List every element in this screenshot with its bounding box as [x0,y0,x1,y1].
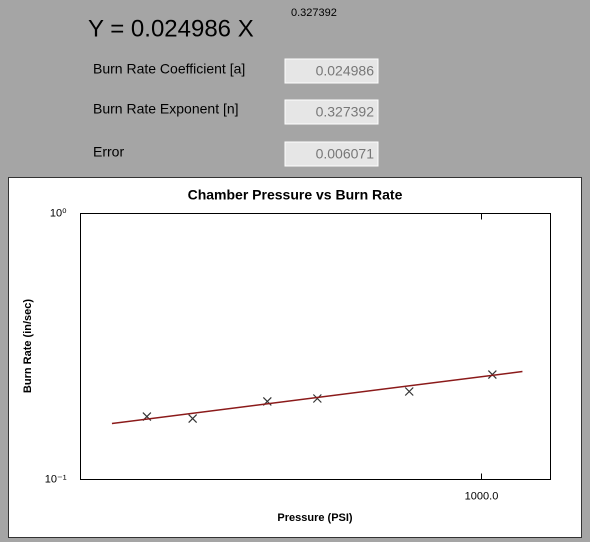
field-label: Error [93,144,124,160]
field-box[interactable] [284,141,379,167]
field-value: 0.024986 [316,63,375,79]
plot-area [80,213,551,480]
x-tick-label: 1000.0 [465,490,499,502]
field-box[interactable] [284,99,379,125]
data-point [188,414,198,423]
field-label: Burn Rate Exponent [n] [93,101,239,117]
field-label: Burn Rate Coefficient [a] [93,61,245,77]
y-tick-label: 10⁻¹ [45,473,67,485]
y-axis-label: Burn Rate (in/sec) [22,299,34,393]
formula-exponent: 0.327392 [291,7,337,19]
data-point [312,394,322,403]
data-point [404,387,414,396]
fit-line [111,370,523,425]
x-axis-label: Pressure (PSI) [277,512,353,524]
field-value: 0.327392 [316,104,375,120]
field-value: 0.006071 [316,146,375,162]
chart-title: Chamber Pressure vs Burn Rate [188,187,403,203]
field-box[interactable] [284,58,379,84]
y-tick-label: 10⁰ [50,207,67,219]
formula: Y = 0.024986 X [88,15,254,42]
chart-panel [8,177,582,538]
